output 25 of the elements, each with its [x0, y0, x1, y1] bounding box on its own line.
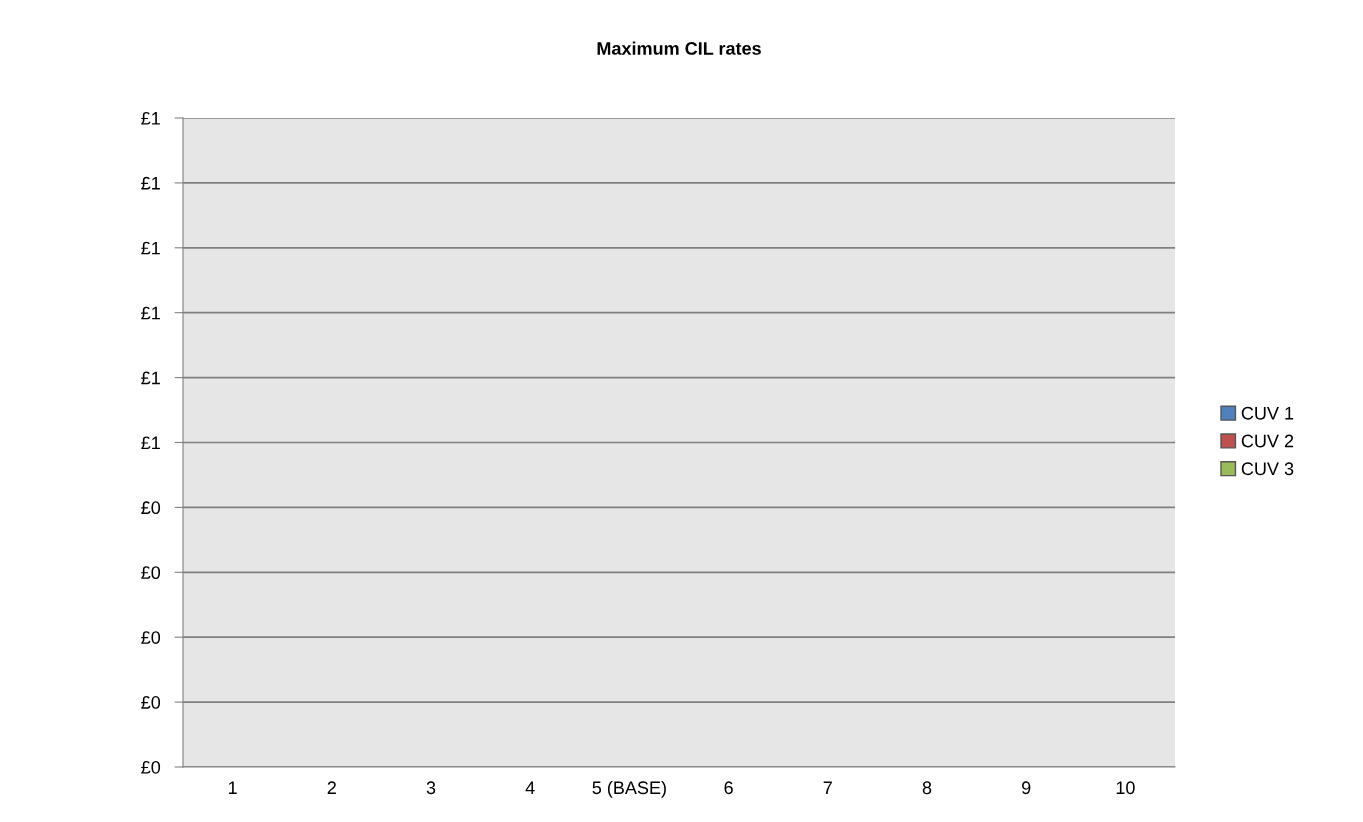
y-tick-label: £0 — [141, 696, 161, 709]
legend-label: CUV 1 — [1241, 406, 1294, 420]
x-tick-label: 9 — [1022, 781, 1031, 795]
x-tick-label: 7 — [823, 781, 832, 794]
y-tick-label: £0 — [141, 566, 161, 580]
legend-label: CUV 2 — [1241, 434, 1294, 448]
y-tick-label: £1 — [141, 176, 160, 190]
y-tick-label: £0 — [141, 501, 161, 515]
x-tick-label: 6 — [724, 781, 733, 795]
y-tick-label: £1 — [141, 241, 160, 255]
x-tick-label: 3 — [426, 781, 436, 795]
x-tick-label: 2 — [327, 781, 336, 794]
x-tick-label: 5 (BASE) — [592, 780, 666, 798]
chart-title: Maximum CIL rates — [597, 41, 761, 55]
y-tick-label: £1 — [141, 306, 160, 320]
x-tick-label: 8 — [922, 781, 932, 795]
x-tick-label: 10 — [1116, 781, 1135, 795]
y-tick-label: £0 — [141, 631, 161, 644]
y-tick-label: £0 — [141, 760, 161, 774]
y-tick-label: £1 — [141, 111, 160, 125]
y-tick-label: £1 — [141, 436, 160, 450]
x-tick-label: 1 — [228, 781, 237, 794]
legend-label: CUV 3 — [1241, 462, 1294, 476]
x-tick-label: 4 — [525, 781, 535, 794]
y-tick-label: £1 — [141, 371, 160, 385]
